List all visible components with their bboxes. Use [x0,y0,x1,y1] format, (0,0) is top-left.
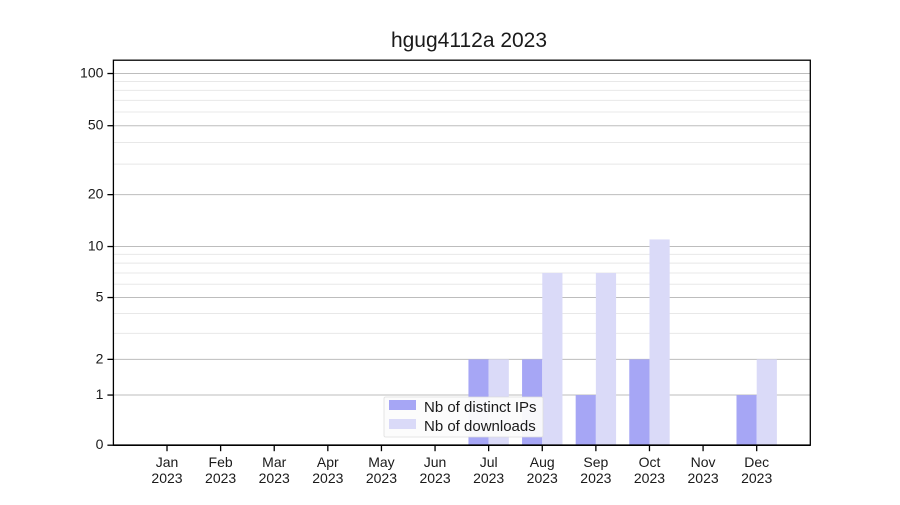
svg-text:0: 0 [96,436,104,452]
svg-text:Apr: Apr [317,454,339,470]
svg-text:2023: 2023 [634,470,665,486]
svg-text:2023: 2023 [473,470,504,486]
svg-text:2023: 2023 [312,470,343,486]
svg-text:Dec: Dec [744,454,769,470]
svg-text:2023: 2023 [205,470,236,486]
svg-text:Jun: Jun [424,454,447,470]
svg-text:2023: 2023 [366,470,397,486]
svg-text:20: 20 [88,186,104,202]
svg-text:2023: 2023 [688,470,719,486]
svg-text:Jan: Jan [156,454,179,470]
svg-text:2023: 2023 [527,470,558,486]
svg-text:10: 10 [88,238,104,254]
svg-text:Nb of distinct IPs: Nb of distinct IPs [424,399,537,416]
svg-text:2: 2 [96,350,104,366]
svg-text:May: May [368,454,394,470]
svg-text:Oct: Oct [639,454,661,470]
svg-text:2023: 2023 [419,470,450,486]
svg-text:2023: 2023 [259,470,290,486]
svg-text:2023: 2023 [151,470,182,486]
svg-text:Jul: Jul [480,454,498,470]
svg-text:5: 5 [96,289,104,305]
svg-text:Feb: Feb [209,454,233,470]
svg-text:2023: 2023 [580,470,611,486]
svg-text:Mar: Mar [262,454,286,470]
svg-text:Nov: Nov [691,454,716,470]
svg-text:2023: 2023 [741,470,772,486]
svg-text:Aug: Aug [530,454,555,470]
svg-text:50: 50 [88,117,104,133]
svg-text:Nb of downloads: Nb of downloads [424,418,536,435]
svg-text:100: 100 [80,65,104,81]
svg-text:1: 1 [96,386,104,402]
svg-text:hgug4112a 2023: hgug4112a 2023 [391,29,547,52]
svg-text:Sep: Sep [583,454,608,470]
